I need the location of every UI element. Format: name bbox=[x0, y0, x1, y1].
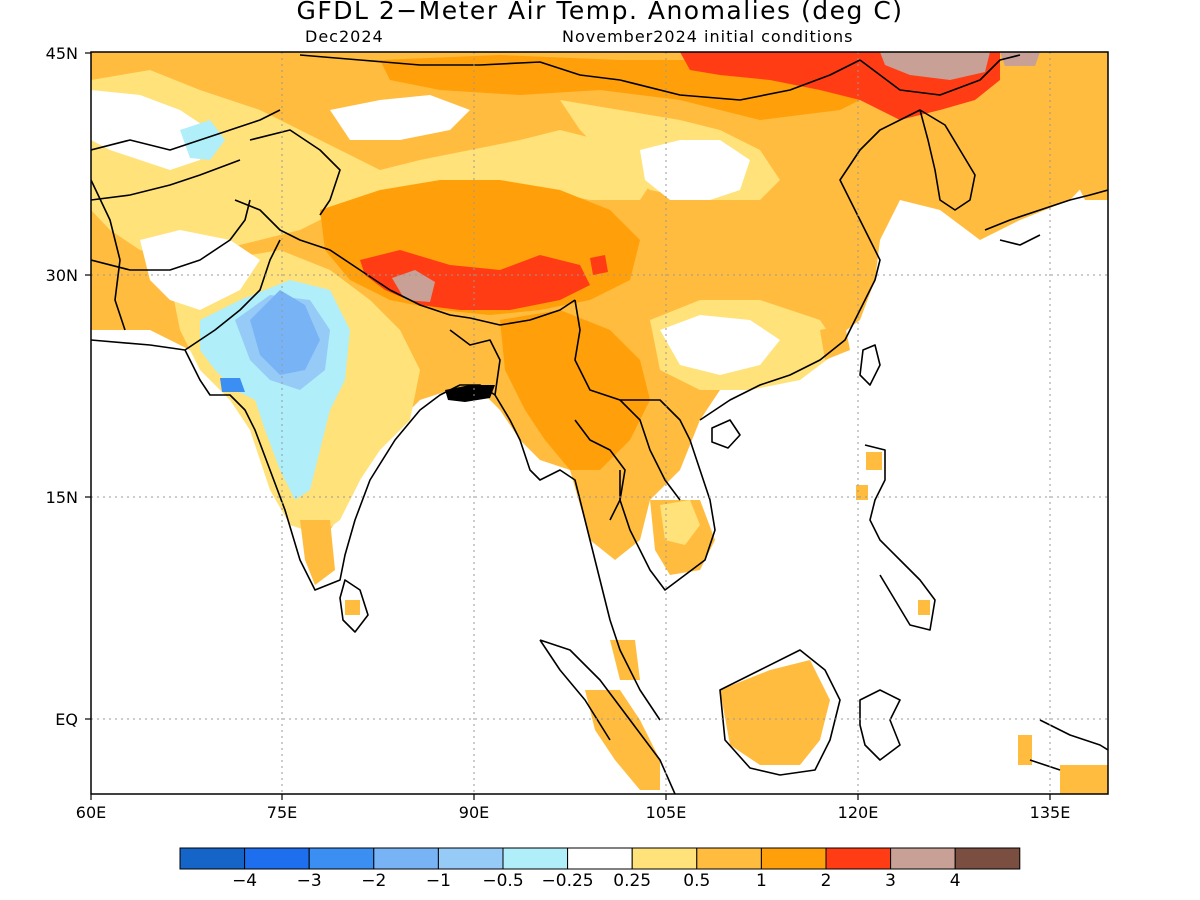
colorbar-label-10: 3 bbox=[885, 871, 896, 891]
ganges-delta bbox=[445, 385, 495, 402]
forecast-month: Dec2024 bbox=[305, 27, 384, 46]
border-india-north bbox=[234, 199, 576, 326]
coastline-south-china bbox=[699, 109, 921, 421]
border-pakistan bbox=[91, 199, 281, 351]
anomaly-above-3-manchuria bbox=[880, 52, 990, 80]
anomaly-near-normal-pakistan bbox=[140, 230, 260, 310]
anomaly-above-1-indochina bbox=[500, 310, 650, 470]
anomaly-near-normal-central-asia bbox=[91, 90, 210, 170]
lat-label-eq: EQ bbox=[55, 710, 78, 729]
border-china-russia-east bbox=[859, 54, 1021, 96]
coastline-bay-of-bengal-east bbox=[494, 394, 661, 721]
anomaly-near-normal-south-china bbox=[660, 315, 780, 375]
colorbar-box-6 bbox=[567, 847, 633, 870]
border-china-west bbox=[249, 129, 341, 216]
anomaly-near-normal-gobi bbox=[640, 140, 750, 200]
border-mongolia bbox=[299, 54, 861, 101]
colorbar-box-11 bbox=[890, 847, 956, 870]
colorbar-box-5 bbox=[502, 847, 569, 870]
lon-label-60e: 60E bbox=[75, 803, 107, 822]
border-central-asia bbox=[91, 109, 281, 201]
lon-label-75e: 75E bbox=[266, 803, 298, 822]
border-bangladesh bbox=[449, 329, 501, 396]
colorbar-label-8: 1 bbox=[755, 871, 767, 891]
colorbar-box-3 bbox=[373, 847, 439, 870]
lon-label-105e: 105E bbox=[645, 803, 687, 822]
coastline-borneo bbox=[719, 649, 841, 776]
colorbar-label-1: −3 bbox=[296, 871, 322, 891]
anomaly-above-0-5-borneo bbox=[720, 660, 830, 765]
colorbar-label-7: 0.5 bbox=[683, 871, 711, 891]
anomaly-above-0-5-luzon bbox=[866, 452, 882, 470]
coastline-hainan bbox=[711, 419, 741, 449]
anomaly-near-normal-tarim bbox=[330, 95, 470, 140]
colorbar-label-0: −4 bbox=[232, 871, 258, 891]
coastline-taiwan bbox=[859, 344, 881, 386]
coastline-korea bbox=[919, 109, 976, 211]
lat-label-30n: 30N bbox=[45, 266, 78, 285]
border-iran bbox=[91, 179, 126, 331]
anomaly-below-minus-1-india bbox=[250, 290, 320, 375]
coastline-sumatra bbox=[539, 639, 676, 794]
coastline-indochina bbox=[619, 399, 716, 591]
coastline-philippines bbox=[864, 444, 936, 631]
anomaly-above-0-5-new-guinea bbox=[1060, 765, 1108, 794]
colorbar-box-7 bbox=[631, 847, 698, 870]
anomaly-above-3-far-east bbox=[1000, 52, 1040, 66]
colorbar-label-2: −2 bbox=[361, 871, 387, 891]
colorbar-label-11: 4 bbox=[949, 871, 961, 891]
lon-label-135e: 135E bbox=[1029, 803, 1071, 822]
colorbar-box-2 bbox=[308, 847, 375, 870]
map-frame bbox=[90, 51, 1109, 795]
colorbar-label-4: −0.5 bbox=[482, 871, 524, 891]
border-myanmar-china bbox=[574, 299, 640, 401]
coastline-sri-lanka bbox=[339, 579, 369, 633]
colorbar-label-5: −0.25 bbox=[541, 871, 594, 891]
colorbar-label-6: 0.25 bbox=[613, 871, 652, 891]
colorbar-box-10 bbox=[825, 847, 892, 870]
anomaly-above-0-5-korea bbox=[940, 155, 970, 205]
coastline-japan bbox=[984, 189, 1108, 246]
colorbar-label-3: −1 bbox=[425, 871, 451, 891]
anomaly-above-0-5-taiwan-coast bbox=[820, 325, 850, 360]
coastline-india bbox=[91, 339, 496, 591]
anomaly-above-0-5-luzon-south bbox=[856, 485, 868, 500]
colorbar-label-9: 2 bbox=[820, 871, 832, 891]
lon-label-90e: 90E bbox=[458, 803, 490, 822]
colorbar-box-0 bbox=[179, 847, 246, 870]
coastline-sulawesi bbox=[859, 689, 901, 761]
anomaly-below-minus-2-india bbox=[220, 378, 245, 392]
chart-title: GFDL 2−Meter Air Temp. Anomalies (deg C) bbox=[296, 0, 904, 25]
colorbar-box-1 bbox=[244, 847, 310, 870]
anomaly-above-0-5-sumatra bbox=[585, 690, 660, 790]
colorbar-box-12 bbox=[954, 847, 1021, 870]
lat-label-15n: 15N bbox=[45, 488, 78, 507]
colorbar-box-8 bbox=[696, 847, 762, 870]
lon-label-120e: 120E bbox=[837, 803, 879, 822]
anomaly-above-0-5-south-india bbox=[300, 520, 335, 585]
lat-label-45n: 45N bbox=[45, 44, 78, 63]
anomaly-above-0-25-west bbox=[91, 70, 660, 260]
anomaly-above-2-yunnan bbox=[590, 255, 608, 275]
anomaly-above-0-5-mindanao bbox=[918, 600, 930, 615]
colorbar-box-4 bbox=[437, 847, 504, 870]
anomaly-above-0-5-japan bbox=[1070, 150, 1108, 200]
colorbar-box-9 bbox=[760, 847, 827, 870]
coastline-new-guinea bbox=[1029, 719, 1108, 771]
anomaly-above-3-tibet bbox=[392, 270, 435, 302]
anomaly-above-0-5-sri-lanka bbox=[345, 600, 360, 615]
border-thailand bbox=[574, 419, 626, 521]
initial-conditions: November2024 initial conditions bbox=[562, 27, 854, 46]
border-laos-vietnam bbox=[619, 399, 681, 501]
anomaly-above-0-5-moluccas bbox=[1018, 735, 1032, 765]
anomaly-above-0-25-cambodia bbox=[660, 500, 700, 545]
